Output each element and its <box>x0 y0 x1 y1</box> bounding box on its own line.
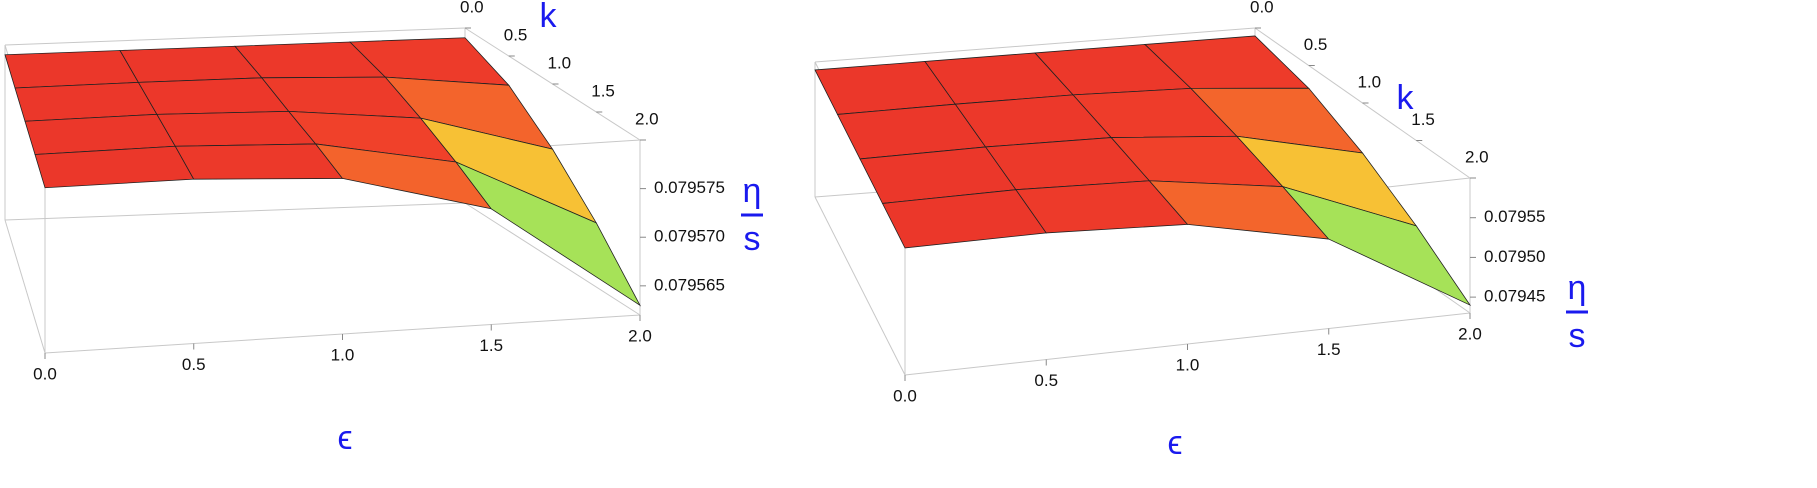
z-tick-label: 0.07950 <box>1484 247 1545 266</box>
x-tick-label: 1.0 <box>1176 355 1200 374</box>
z-axis-denominator: s <box>744 220 761 258</box>
y-tick-label: 0.5 <box>504 25 528 44</box>
z-tick-label: 0.07945 <box>1484 287 1545 306</box>
x-tick-label: 2.0 <box>628 326 652 345</box>
box-edge <box>814 196 906 376</box>
z-tick-label: 0.079570 <box>654 227 725 246</box>
y-tick-label: 0.0 <box>1250 0 1274 16</box>
box-edge <box>4 219 46 354</box>
y-tick-label: 1.5 <box>591 81 615 100</box>
y-tick-label: 2.0 <box>635 109 659 128</box>
y-tick-label: 1.0 <box>1358 72 1382 91</box>
z-axis-numerator: η <box>1568 269 1587 307</box>
z-axis-numerator: η <box>743 172 762 210</box>
z-tick-label: 0.07955 <box>1484 207 1545 226</box>
surface-patch <box>4 50 140 89</box>
x-axis-label: ϵ <box>1167 424 1182 462</box>
x-tick-label: 0.5 <box>182 355 206 374</box>
x-tick-label: 0.0 <box>33 364 57 383</box>
x-tick-label: 1.0 <box>331 345 355 364</box>
y-tick-label: 2.0 <box>1465 147 1489 166</box>
x-tick-label: 0.5 <box>1034 371 1058 390</box>
y-tick-label: 1.5 <box>1411 110 1435 129</box>
x-tick-label: 0.0 <box>893 386 917 405</box>
box-edge <box>814 27 1256 63</box>
box-edge <box>4 27 466 46</box>
y-tick-label: 0.0 <box>460 0 484 16</box>
y-tick-label: 0.5 <box>1304 35 1328 54</box>
y-tick-label: 1.0 <box>548 53 572 72</box>
z-tick-label: 0.079575 <box>654 178 725 197</box>
z-tick-label: 0.079565 <box>654 275 725 294</box>
x-tick-label: 2.0 <box>1458 324 1482 343</box>
box-edge <box>4 202 466 221</box>
surface-patch <box>454 161 642 307</box>
surface-patch <box>1281 185 1472 307</box>
x-tick-label: 1.5 <box>1317 340 1341 359</box>
y-axis-label: k <box>540 0 558 35</box>
x-tick-label: 1.5 <box>479 336 503 355</box>
z-axis-denominator: s <box>1569 317 1586 355</box>
box-edge <box>464 202 641 316</box>
x-axis-label: ϵ <box>337 419 352 457</box>
surface-patch <box>156 110 317 147</box>
y-axis-label: k <box>1397 79 1415 117</box>
surface-patch <box>174 143 344 180</box>
